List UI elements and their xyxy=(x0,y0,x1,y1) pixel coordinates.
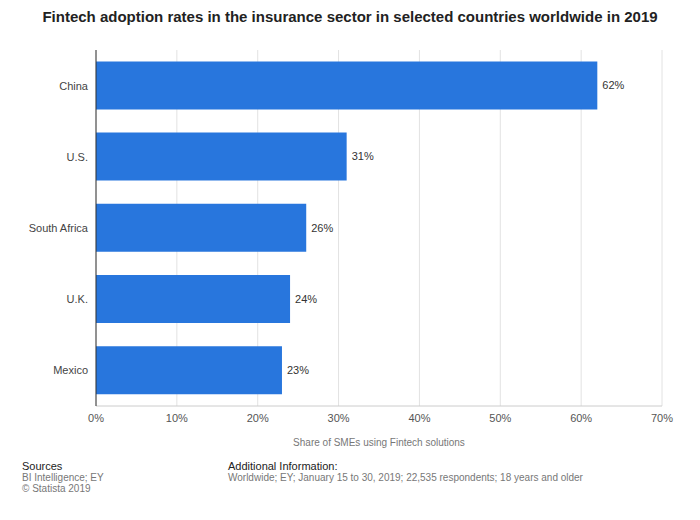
svg-text:30%: 30% xyxy=(328,412,350,424)
svg-text:60%: 60% xyxy=(570,412,592,424)
html-text:Fintech adoption rates in the: Fintech adoption rates in the insurance … xyxy=(42,8,658,25)
svg-text:20%: 20% xyxy=(247,412,269,424)
svg-text:U.S.: U.S. xyxy=(67,151,88,163)
html-text:Sources: Sources xyxy=(22,460,63,472)
svg-text:26%: 26% xyxy=(311,222,333,234)
svg-text:10%: 10% xyxy=(166,412,188,424)
svg-text:23%: 23% xyxy=(287,364,309,376)
svg-text:70%: 70% xyxy=(651,412,673,424)
svg-text:Mexico: Mexico xyxy=(53,364,88,376)
svg-text:62%: 62% xyxy=(602,79,624,91)
svg-text:0%: 0% xyxy=(88,412,104,424)
svg-text:Share of SMEs using Fintech so: Share of SMEs using Fintech solutions xyxy=(293,437,465,448)
html-text:Worldwide; EY; January 15 to 3: Worldwide; EY; January 15 to 30, 2019; 2… xyxy=(228,472,583,483)
html-text:© Statista 2019: © Statista 2019 xyxy=(22,483,91,494)
svg-text:China: China xyxy=(59,80,89,92)
svg-text:South Africa: South Africa xyxy=(29,222,89,234)
svg-text:31%: 31% xyxy=(352,150,374,162)
html-text:BI Intelligence; EY: BI Intelligence; EY xyxy=(22,472,104,483)
svg-text:24%: 24% xyxy=(295,293,317,305)
svg-text:50%: 50% xyxy=(489,412,511,424)
html-text:Additional Information:: Additional Information: xyxy=(228,460,338,472)
svg-text:40%: 40% xyxy=(408,412,430,424)
svg-text:U.K.: U.K. xyxy=(67,293,88,305)
